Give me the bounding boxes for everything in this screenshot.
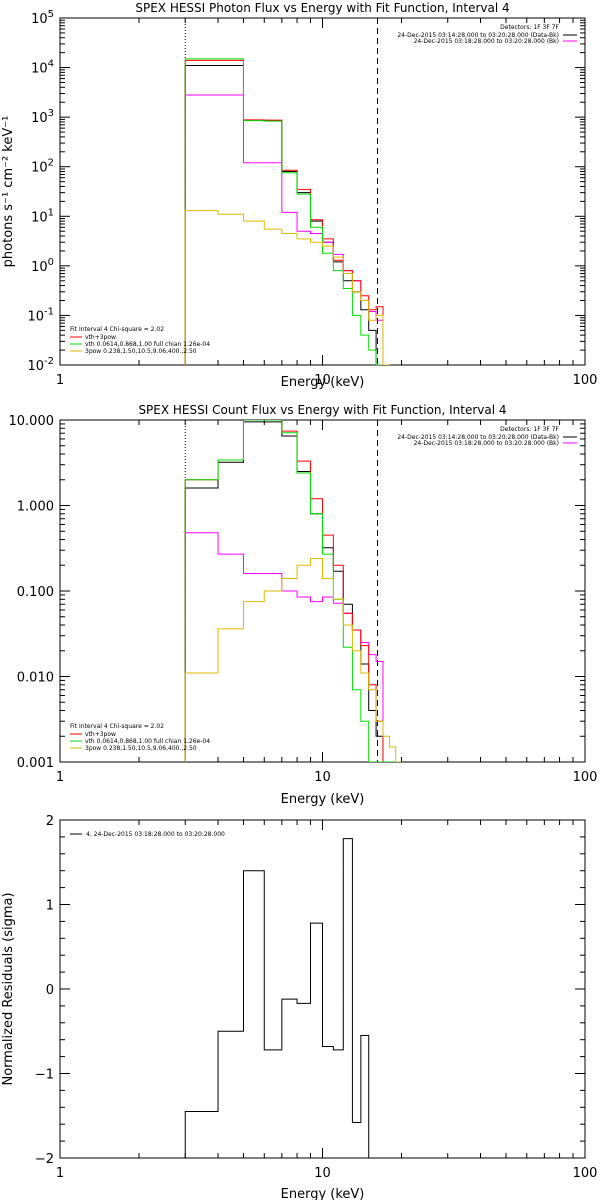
detectors-label: Detectors: 1F 3F 7F: [500, 426, 559, 433]
y-tick-label: 101: [31, 207, 54, 225]
y-tick-label: 10.000: [9, 414, 55, 429]
series-5-line: [184, 210, 390, 365]
plot-area: [184, 838, 377, 1158]
series-1-line: [184, 65, 390, 365]
y-tick-base: 10: [31, 260, 48, 275]
y-tick-exponent: 4: [48, 59, 54, 70]
legend-entry-label: 24-Dec-2015 03:14:28.000 to 03:20:28.000…: [397, 434, 559, 441]
chart-title: SPEX HESSI Photon Flux vs Energy with Fi…: [135, 1, 509, 15]
y-axis-label: photons s⁻¹ cm⁻² keV⁻¹: [1, 116, 16, 268]
y-tick-label: 102: [31, 158, 54, 176]
series-4-line: [184, 58, 390, 365]
y-tick-exponent: -2: [44, 356, 54, 367]
legend-entry-label: 3pow 0.238,1.50,10.5,9.06,400.,2.50: [85, 745, 197, 752]
legend-entry-label: 24-Dec-2015 03:14:28.000 to 03:20:28.000…: [397, 32, 559, 39]
series-5-line: [184, 557, 402, 762]
y-tick-label: 105: [31, 9, 54, 27]
series-4-line: [184, 420, 402, 762]
chart-title: SPEX HESSI Count Flux vs Energy with Fit…: [138, 403, 506, 417]
detectors-label: Detectors: 1F 3F 7F: [500, 24, 559, 31]
x-tick-label: 1: [56, 1166, 64, 1181]
x-tick-label: 100: [573, 373, 598, 388]
x-tick-label: 1: [56, 373, 64, 388]
panel-3: 1 10 100 −2 −1 0 1 2 Energy (keV) Normalized Resi…: [1, 814, 598, 1202]
y-tick-base: 10: [31, 210, 48, 225]
plot-area: [184, 420, 402, 762]
y-tick-exponent: 0: [48, 257, 54, 268]
y-tick-label: 10-2: [27, 356, 54, 374]
y-tick-exponent: -1: [44, 306, 54, 317]
panel-1: SPEX HESSI Photon Flux vs Energy with Fi…: [1, 1, 597, 390]
y-tick-label: −2: [35, 1152, 54, 1167]
panel-2: SPEX HESSI Count Flux vs Energy with Fit…: [9, 403, 598, 807]
legend-entry-label: vth 0.0614,0.868,1.00 full chian 1.26e-0…: [85, 738, 210, 745]
x-axis-label: Energy (keV): [281, 792, 365, 807]
y-tick-label: 103: [31, 108, 54, 126]
y-tick-exponent: 5: [48, 9, 54, 20]
x-axis-label: Energy (keV): [281, 375, 365, 390]
y-tick-base: 10: [31, 161, 48, 176]
y-tick-exponent: 2: [48, 158, 54, 169]
x-tick-label: 10: [314, 770, 331, 785]
y-tick-base: 10: [27, 309, 44, 324]
fit-summary-label: Fit Interval 4 Chi-square = 2.02: [70, 723, 164, 730]
y-tick-label: 100: [31, 257, 54, 275]
y-tick-label: 1.000: [17, 500, 54, 515]
x-tick-label: 10: [314, 373, 331, 388]
y-tick-base: 10: [31, 111, 48, 126]
legend-entry-label: vth+3pow: [85, 334, 116, 341]
legend-entry-label: 24-Dec-2015 03:18:28.000 to 03:20:28.000…: [414, 440, 559, 447]
y-tick-label: 0.100: [17, 585, 54, 600]
y-tick-label: 2: [46, 814, 54, 829]
fit-summary-label: Fit Interval 4 Chi-square = 2.02: [70, 326, 164, 333]
y-tick-base: 10: [31, 12, 48, 27]
y-tick-label: 1: [46, 899, 54, 914]
y-tick-label: 0.001: [17, 756, 54, 771]
legend-entry-label: 3pow 0.238,1.50,10.5,9.06,400.,2.50: [85, 348, 197, 355]
y-tick-label: 10-1: [27, 306, 54, 324]
y-tick-label: 0.010: [17, 671, 54, 686]
y-axis-label: Normalized Residuals (sigma): [1, 892, 16, 1085]
legend-entry-label: vth 0.0614,0.868,1.00 full chian 1.26e-0…: [85, 341, 210, 348]
series-3-line: [184, 59, 390, 365]
x-axis-label: Energy (keV): [281, 1187, 365, 1200]
y-tick-label: −1: [35, 1068, 54, 1083]
y-tick-exponent: 3: [48, 108, 54, 119]
series-2-line: [184, 532, 402, 762]
y-tick-label: 0: [46, 983, 54, 998]
legend-entry-label: 4, 24-Dec-2015 03:18:28.000 to 03:20:28.…: [86, 831, 225, 838]
y-tick-base: 10: [27, 359, 44, 374]
legend-entry-label: 24-Dec-2015 03:18:28.000 to 03:20:28.000…: [414, 38, 559, 45]
plot-frame: [59, 17, 586, 366]
y-tick-base: 10: [31, 62, 48, 77]
plot-area: [184, 18, 390, 365]
x-tick-label: 100: [573, 1166, 598, 1181]
x-tick-label: 10: [314, 1166, 331, 1181]
x-tick-label: 1: [56, 770, 64, 785]
y-tick-exponent: 1: [48, 207, 54, 218]
series-2-line: [184, 94, 390, 365]
plot-frame: [59, 419, 586, 763]
y-tick-label: 104: [31, 59, 54, 77]
x-tick-label: 100: [573, 770, 598, 785]
series-1-line: [184, 838, 377, 1158]
legend-entry-label: vth+3pow: [85, 731, 116, 738]
